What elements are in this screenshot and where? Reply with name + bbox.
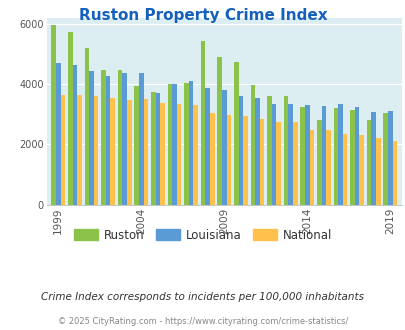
Bar — [205, 88, 209, 205]
Bar — [222, 90, 226, 205]
Bar — [60, 95, 65, 205]
Bar — [72, 65, 77, 205]
Bar — [366, 120, 371, 205]
Bar — [84, 48, 89, 205]
Bar — [382, 114, 387, 205]
Bar — [172, 84, 177, 205]
Bar — [342, 134, 347, 205]
Bar — [209, 113, 214, 205]
Text: Ruston Property Crime Index: Ruston Property Crime Index — [79, 8, 326, 23]
Bar — [358, 135, 363, 205]
Bar — [139, 73, 143, 205]
Bar — [77, 95, 82, 205]
Bar — [188, 81, 193, 205]
Bar — [333, 108, 337, 205]
Bar — [217, 57, 222, 205]
Bar — [177, 104, 181, 205]
Bar — [184, 82, 188, 205]
Bar — [271, 105, 276, 205]
Bar — [309, 130, 313, 205]
Bar — [106, 76, 110, 205]
Bar — [283, 96, 288, 205]
Bar — [127, 100, 131, 205]
Bar — [276, 121, 280, 205]
Bar — [167, 84, 172, 205]
Bar — [94, 96, 98, 205]
Bar — [193, 105, 198, 205]
Bar — [354, 107, 358, 205]
Bar — [134, 86, 139, 205]
Bar — [200, 41, 205, 205]
Bar — [117, 70, 122, 205]
Bar — [151, 92, 155, 205]
Bar — [160, 103, 164, 205]
Bar — [122, 73, 127, 205]
Bar — [387, 111, 392, 205]
Bar — [292, 122, 297, 205]
Bar — [51, 25, 56, 205]
Bar — [255, 98, 259, 205]
Bar — [304, 105, 309, 205]
Bar — [101, 70, 106, 205]
Bar — [250, 85, 255, 205]
Bar — [300, 107, 304, 205]
Bar — [110, 98, 115, 205]
Bar — [316, 120, 321, 205]
Bar — [259, 119, 264, 205]
Bar — [392, 141, 396, 205]
Bar — [337, 105, 342, 205]
Bar — [89, 71, 94, 205]
Bar — [143, 99, 148, 205]
Bar — [375, 139, 380, 205]
Legend: Ruston, Louisiana, National: Ruston, Louisiana, National — [69, 224, 336, 247]
Bar — [243, 116, 247, 205]
Bar — [233, 62, 238, 205]
Bar — [155, 93, 160, 205]
Text: Crime Index corresponds to incidents per 100,000 inhabitants: Crime Index corresponds to incidents per… — [41, 292, 364, 302]
Bar — [238, 96, 243, 205]
Bar — [68, 32, 72, 205]
Bar — [226, 115, 231, 205]
Bar — [56, 63, 60, 205]
Bar — [326, 130, 330, 205]
Bar — [321, 106, 326, 205]
Text: © 2025 CityRating.com - https://www.cityrating.com/crime-statistics/: © 2025 CityRating.com - https://www.city… — [58, 317, 347, 326]
Bar — [349, 110, 354, 205]
Bar — [266, 96, 271, 205]
Bar — [288, 104, 292, 205]
Bar — [371, 112, 375, 205]
